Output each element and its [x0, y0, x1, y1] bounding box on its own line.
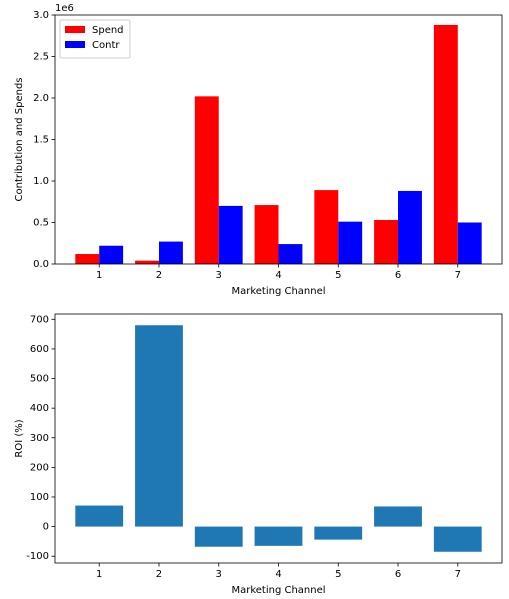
x-tick-label: 5 [335, 270, 341, 281]
bar [433, 526, 482, 552]
x-axis-label: Marketing Channel [231, 585, 325, 596]
bar [398, 190, 422, 264]
x-tick-label: 4 [275, 569, 281, 580]
bar [457, 222, 482, 264]
y-tick-label: 0.0 [33, 259, 49, 270]
x-tick-label: 5 [335, 569, 341, 580]
bar [218, 205, 243, 264]
bar [254, 205, 279, 264]
y-offset-label: 1e6 [55, 3, 74, 14]
y-tick-label: -100 [26, 551, 49, 562]
x-tick-label: 4 [275, 270, 281, 281]
x-tick-label: 3 [216, 270, 222, 281]
y-tick-label: 0 [43, 522, 49, 533]
legend-swatch [65, 41, 85, 48]
x-tick-label: 6 [395, 270, 401, 281]
x-tick-label: 2 [156, 270, 162, 281]
y-tick-label: 2.5 [33, 52, 49, 63]
y-tick-label: 3.0 [33, 10, 49, 21]
legend-label: Spend [92, 25, 124, 36]
bar [135, 325, 183, 527]
y-tick-label: 1.5 [33, 135, 49, 146]
bar [75, 254, 100, 264]
bar [158, 241, 183, 264]
x-tick-label: 7 [455, 569, 461, 580]
legend-label: Contr [92, 40, 120, 51]
bar [314, 190, 339, 264]
x-tick-label: 3 [216, 569, 222, 580]
x-tick-label: 1 [96, 270, 102, 281]
y-tick-label: 300 [30, 433, 49, 444]
bar [433, 24, 458, 265]
y-tick-label: 600 [30, 344, 49, 355]
bar [75, 505, 124, 527]
bar [374, 220, 399, 264]
y-tick-label: 0.5 [33, 218, 49, 229]
bar [254, 526, 303, 546]
bar [374, 506, 422, 527]
x-tick-label: 7 [455, 270, 461, 281]
y-axis-label: ROI (%) [14, 419, 25, 457]
bar [194, 526, 243, 547]
y-tick-label: 200 [30, 462, 49, 473]
bar [135, 260, 159, 264]
x-tick-label: 2 [156, 569, 162, 580]
legend-swatch [65, 26, 85, 33]
y-tick-label: 700 [30, 314, 49, 325]
bar [194, 96, 219, 264]
x-axis-label: Marketing Channel [231, 286, 325, 297]
y-tick-label: 400 [30, 403, 49, 414]
x-tick-label: 1 [96, 569, 102, 580]
x-tick-label: 6 [395, 569, 401, 580]
bar [314, 526, 363, 540]
y-tick-label: 1.0 [33, 176, 49, 187]
bar [99, 245, 124, 264]
y-tick-label: 2.0 [33, 93, 49, 104]
y-tick-label: 500 [30, 374, 49, 385]
bar [338, 221, 363, 264]
y-tick-label: 100 [30, 492, 49, 503]
bar [278, 244, 303, 264]
y-axis-label: Contribution and Spends [14, 77, 25, 201]
